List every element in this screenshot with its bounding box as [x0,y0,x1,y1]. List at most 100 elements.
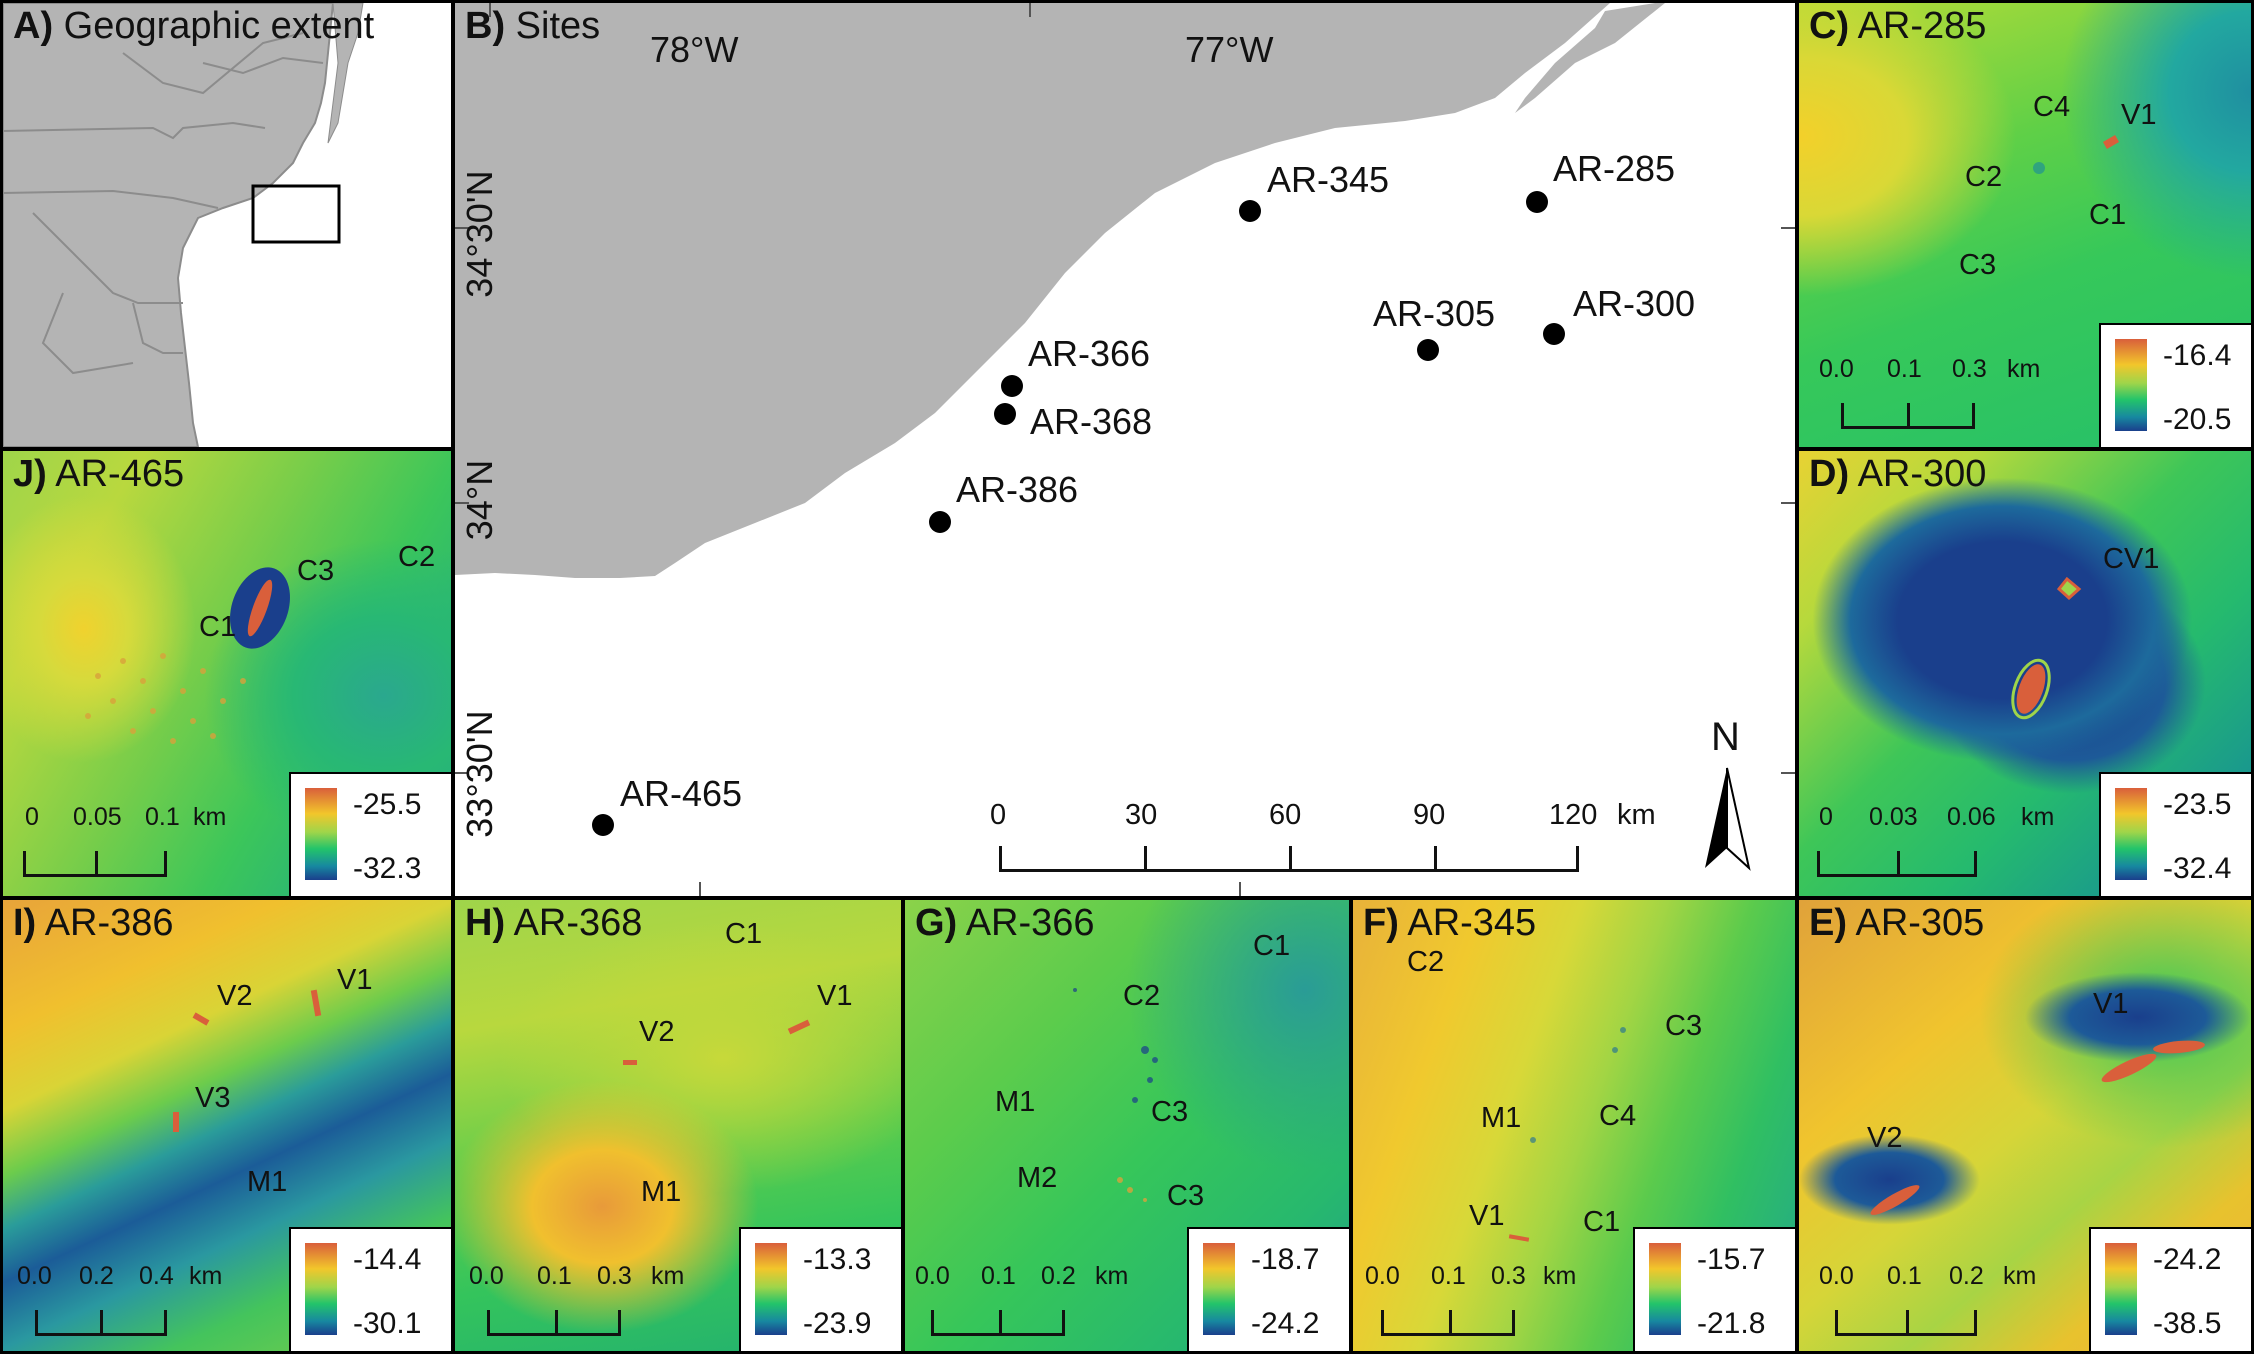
site-label-ar465: AR-465 [620,773,743,814]
lon-label-78w: 78°W [650,29,739,70]
label-v3: V3 [195,1082,231,1114]
site-label-ar305: AR-305 [1373,293,1496,334]
site-label-ar366: AR-366 [1028,333,1151,374]
site-marker-ar285[interactable] [1526,191,1548,213]
overview-map [3,3,364,447]
north-label: N [1711,715,1740,759]
panel-f-title: F) AR-345 [1363,902,1537,944]
panel-h-title: H) AR-368 [465,902,643,944]
legend-j: -25.5 -32.3 [289,772,451,896]
label-c3-upper: C3 [1151,1096,1189,1128]
site-marker-ar305[interactable] [1417,339,1439,361]
label-v2: V2 [639,1016,675,1048]
scale-tick-90: 90 [1413,799,1446,831]
site-label-ar345: AR-345 [1267,159,1390,200]
label-c3: C3 [297,555,335,587]
wreck-v1 [1508,1234,1530,1242]
site-label-ar386: AR-386 [956,469,1079,510]
label-m1: M1 [247,1166,288,1198]
site-marker-ar386[interactable] [929,511,951,533]
panel-c-ar285: C) AR-285 C4 V1 C2 C1 C3 0.0 0.1 0.3 km … [1799,3,2251,447]
legend-h: -13.3 -23.9 [739,1227,901,1351]
legend-f: -15.7 -21.8 [1633,1227,1795,1351]
label-c1: C1 [2089,199,2127,231]
label-c2: C2 [1123,980,1161,1012]
legend-c: -16.4 -20.5 [2099,323,2251,447]
label-v1: V1 [817,980,853,1012]
lat-label-3330n: 33°30'N [459,710,500,838]
label-m1: M1 [1481,1102,1522,1134]
label-c4: C4 [1599,1100,1637,1132]
wreck-v1 [2101,1053,2157,1083]
label-m1: M1 [995,1086,1036,1118]
label-v1: V1 [1469,1200,1505,1232]
legend-i: -14.4 -30.1 [289,1227,451,1351]
legend-g: -18.7 -24.2 [1187,1227,1349,1351]
label-c1: C1 [725,918,763,950]
panel-b-sites: B) Sites 78°W 77°W 34°30'N 34°N 33°30'N … [455,3,1795,896]
panel-g-ar366: G) AR-366 C1 C2 M1 C3 M2 C3 0.0 0.1 0.2 … [905,900,1349,1351]
panel-a-title: A) Geographic extent [13,5,375,47]
label-c2: C2 [1407,946,1445,978]
panel-g-title: G) AR-366 [915,902,1095,944]
panel-a-geographic-extent: A) Geographic extent [3,3,451,447]
scale-tick-30: 30 [1125,799,1158,831]
scale-tick-0: 0 [990,799,1007,831]
label-m1: M1 [641,1176,682,1208]
panel-e-title: E) AR-305 [1809,902,1985,944]
wreck-v1 [787,1019,811,1035]
scale-tick-60: 60 [1269,799,1302,831]
label-c3: C3 [1959,249,1997,281]
wreck-v2 [1870,1185,1920,1215]
wreck-cv1 [2056,576,2082,601]
panel-f-ar345: F) AR-345 C2 C3 M1 C4 V1 C1 0.0 0.1 0.3 … [1353,900,1795,1351]
label-v1: V1 [2121,99,2157,131]
panel-i-ar386: I) AR-386 V2 V1 V3 M1 0.0 0.2 0.4 km -14… [3,900,451,1351]
label-c4: C4 [2033,91,2071,123]
wreck-v2 [623,1060,637,1065]
wreck-v2 [192,1012,210,1026]
wreck-main [2016,664,2046,714]
legend-e: -24.2 -38.5 [2089,1227,2251,1351]
wreck-v1 [310,989,322,1017]
legend-d: -23.5 -32.4 [2099,772,2251,896]
panel-j-title: J) AR-465 [13,453,185,495]
site-marker-ar465[interactable] [592,814,614,836]
site-label-ar300: AR-300 [1573,283,1696,324]
scale-unit: km [1617,799,1656,831]
label-v2: V2 [217,980,253,1012]
site-label-ar285: AR-285 [1553,148,1676,189]
scale-tick-120: 120 [1549,799,1598,831]
panel-c-title: C) AR-285 [1809,5,1987,47]
label-c1: C1 [1253,930,1291,962]
label-c1: C1 [1583,1206,1621,1238]
lon-label-77w: 77°W [1185,29,1274,70]
label-c3: C3 [1665,1010,1703,1042]
site-label-ar368: AR-368 [1030,401,1153,442]
label-c2: C2 [1965,161,2003,193]
panel-d-title: D) AR-300 [1809,453,1987,495]
site-marker-ar345[interactable] [1239,200,1261,222]
panel-e-ar305: E) AR-305 V1 V2 0.0 0.1 0.2 km -24.2 -38… [1799,900,2251,1351]
panel-d-ar300: D) AR-300 CV1 0 0.03 0.06 km -23.5 -32.4 [1799,451,2251,896]
wreck-c1 [247,579,273,637]
north-arrow [1705,767,1751,871]
label-m2: M2 [1017,1162,1058,1194]
panel-i-title: I) AR-386 [13,902,174,944]
site-marker-ar300[interactable] [1543,323,1565,345]
label-v1: V1 [337,964,373,996]
label-c2: C2 [398,541,436,573]
site-marker-ar366[interactable] [1001,375,1023,397]
label-c3-lower: C3 [1167,1180,1205,1212]
lat-label-34n: 34°N [459,459,500,541]
coastline-map [455,3,1795,896]
label-v2: V2 [1867,1122,1903,1154]
lat-label-3430n: 34°30'N [459,170,500,298]
graticule [455,3,1795,896]
wreck-v1 [2102,135,2120,149]
label-v1: V1 [2093,988,2129,1020]
site-marker-ar368[interactable] [994,403,1016,425]
wreck-v3 [173,1112,179,1132]
label-cv1: CV1 [2103,543,2160,575]
panel-b-title: B) Sites [465,5,601,47]
